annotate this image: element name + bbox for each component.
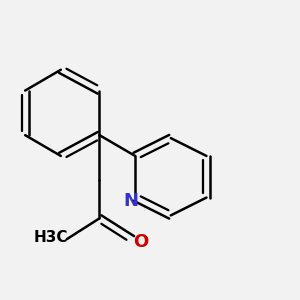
Text: H3C: H3C [33, 230, 68, 245]
Text: O: O [134, 233, 149, 251]
Text: N: N [123, 191, 138, 209]
